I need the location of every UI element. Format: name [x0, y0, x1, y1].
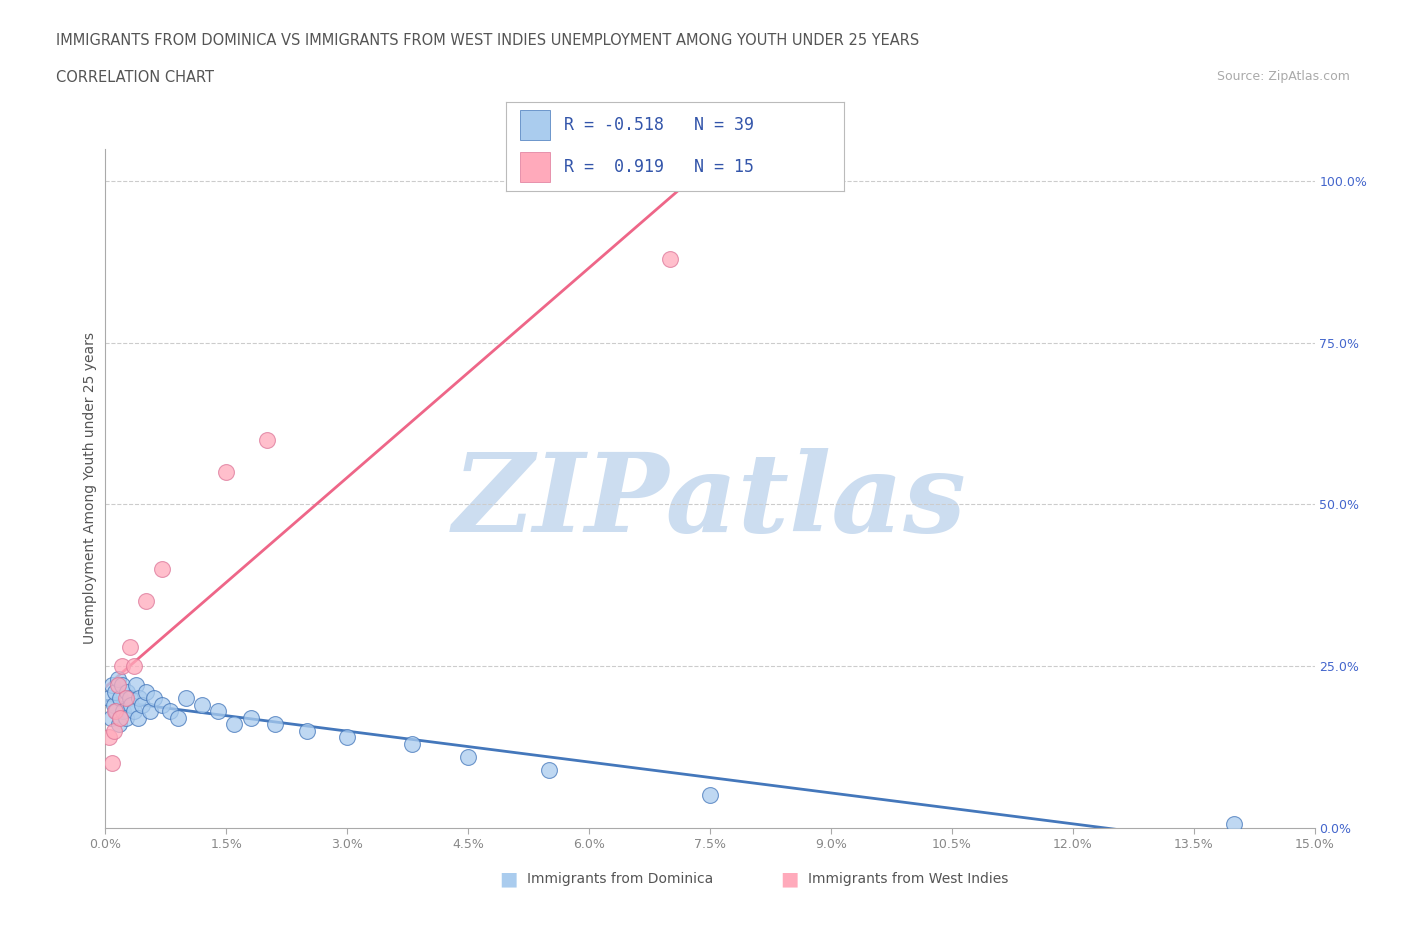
Point	[207, 704, 229, 719]
Point	[120, 698, 142, 712]
Point	[174, 691, 197, 706]
Point	[1223, 817, 1246, 832]
Point	[98, 691, 121, 706]
Point	[115, 684, 138, 699]
Point	[224, 717, 246, 732]
Point	[128, 691, 150, 706]
Point	[112, 704, 135, 719]
Point	[239, 711, 262, 725]
Point	[101, 755, 124, 770]
Point	[125, 678, 148, 693]
Point	[118, 639, 141, 654]
Text: ■: ■	[780, 870, 799, 888]
Point	[114, 691, 136, 706]
Point	[131, 698, 153, 712]
Point	[401, 737, 423, 751]
Point	[101, 678, 124, 693]
Point	[98, 730, 121, 745]
Point	[167, 711, 190, 725]
Bar	[520, 111, 550, 140]
Point	[191, 698, 214, 712]
Point	[122, 658, 145, 673]
Point	[108, 717, 131, 732]
Point	[263, 717, 285, 732]
Point	[256, 432, 278, 447]
Point	[122, 704, 145, 719]
Point	[104, 704, 127, 719]
Point	[215, 465, 238, 480]
Point	[110, 678, 132, 693]
Text: Immigrants from Dominica: Immigrants from Dominica	[527, 871, 713, 886]
Point	[139, 704, 162, 719]
Text: IMMIGRANTS FROM DOMINICA VS IMMIGRANTS FROM WEST INDIES UNEMPLOYMENT AMONG YOUTH: IMMIGRANTS FROM DOMINICA VS IMMIGRANTS F…	[56, 33, 920, 47]
Point	[150, 562, 173, 577]
Point	[658, 251, 681, 266]
Text: ■: ■	[499, 870, 517, 888]
Y-axis label: Unemployment Among Youth under 25 years: Unemployment Among Youth under 25 years	[83, 332, 97, 644]
Bar	[520, 152, 550, 182]
Point	[114, 711, 136, 725]
Point	[108, 691, 131, 706]
Point	[100, 711, 122, 725]
Point	[537, 762, 560, 777]
Point	[110, 658, 132, 673]
Point	[127, 711, 149, 725]
Point	[457, 750, 479, 764]
Text: R = -0.518   N = 39: R = -0.518 N = 39	[564, 116, 754, 134]
Text: Source: ZipAtlas.com: Source: ZipAtlas.com	[1216, 70, 1350, 83]
Point	[150, 698, 173, 712]
Point	[104, 684, 127, 699]
Point	[142, 691, 165, 706]
Point	[107, 671, 129, 686]
Point	[103, 698, 125, 712]
Text: Immigrants from West Indies: Immigrants from West Indies	[808, 871, 1010, 886]
Text: ZIPatlas: ZIPatlas	[453, 448, 967, 555]
Point	[135, 684, 157, 699]
Point	[295, 724, 318, 738]
Point	[103, 724, 125, 738]
Point	[135, 594, 157, 609]
Text: R =  0.919   N = 15: R = 0.919 N = 15	[564, 158, 754, 176]
Point	[108, 711, 131, 725]
Point	[159, 704, 181, 719]
Point	[104, 704, 127, 719]
Point	[107, 678, 129, 693]
Point	[699, 788, 721, 803]
Point	[336, 730, 359, 745]
Point	[118, 691, 141, 706]
Text: CORRELATION CHART: CORRELATION CHART	[56, 70, 214, 85]
